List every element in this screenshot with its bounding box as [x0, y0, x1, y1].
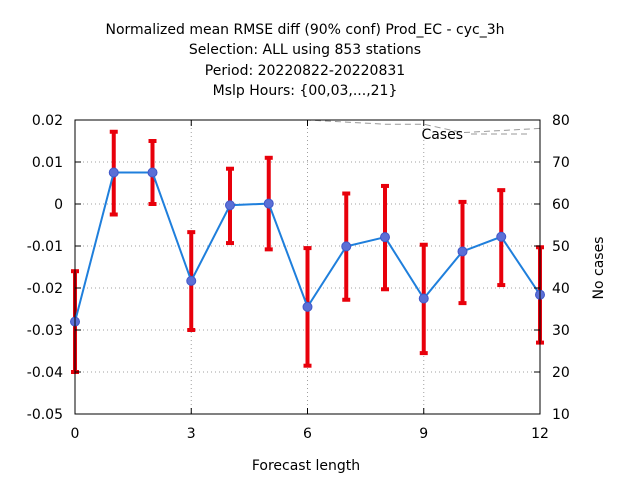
- data-point: [457, 246, 468, 257]
- y-tick-label: -0.01: [27, 239, 63, 255]
- title-line-1: Normalized mean RMSE diff (90% conf) Pro…: [106, 22, 505, 38]
- y2-tick-label: 30: [552, 323, 570, 339]
- y-tick-label: -0.03: [27, 323, 63, 339]
- y-axis-ticks: 0.02 0.01 0 -0.01 -0.02 -0.03 -0.04 -0.05: [27, 113, 81, 423]
- x-tick-label: 3: [187, 426, 196, 442]
- y2-tick-label: 80: [552, 113, 570, 129]
- title-line-2: Selection: ALL using 853 stations: [189, 42, 421, 58]
- y-tick-label: -0.04: [27, 365, 63, 381]
- y-tick-label: -0.02: [27, 281, 63, 297]
- data-point: [225, 200, 235, 211]
- data-point: [380, 232, 390, 243]
- y-tick-label: 0.02: [32, 113, 63, 129]
- data-point: [418, 293, 429, 304]
- x-tick-label: 9: [419, 426, 428, 442]
- y-tick-label: -0.05: [27, 407, 63, 423]
- chart-title: Normalized mean RMSE diff (90% conf) Pro…: [106, 22, 505, 99]
- y2-tick-label: 40: [552, 281, 570, 297]
- x-axis-ticks: 0 3 6 9 12: [71, 120, 549, 442]
- x-tick-label: 0: [71, 426, 80, 442]
- error-bars: [71, 129, 544, 374]
- y2-tick-label: 20: [552, 365, 570, 381]
- title-line-3: Period: 20220822-20220831: [205, 63, 405, 79]
- data-point: [263, 198, 274, 209]
- y2-tick-label: 50: [552, 239, 570, 255]
- y2-axis-label: No cases: [591, 237, 607, 300]
- data-point: [147, 167, 158, 178]
- x-tick-label: 12: [531, 426, 549, 442]
- title-line-4: Mslp Hours: {00,03,...,21}: [213, 83, 398, 99]
- data-point: [302, 301, 313, 312]
- y2-axis-ticks: 80 70 60 50 40 30 20 10: [534, 113, 570, 423]
- y2-tick-label: 70: [552, 155, 570, 171]
- y-tick-label: 0.01: [32, 155, 63, 171]
- y-tick-label: 0: [54, 197, 63, 213]
- y2-tick-label: 10: [552, 407, 570, 423]
- x-axis-label: Forecast length: [252, 458, 360, 474]
- legend-cases-label: Cases: [421, 127, 463, 143]
- x-tick-label: 6: [303, 426, 312, 442]
- data-point: [496, 231, 507, 242]
- data-point: [108, 167, 119, 178]
- data-point: [186, 275, 197, 286]
- y2-tick-label: 60: [552, 197, 570, 213]
- data-point: [341, 241, 352, 252]
